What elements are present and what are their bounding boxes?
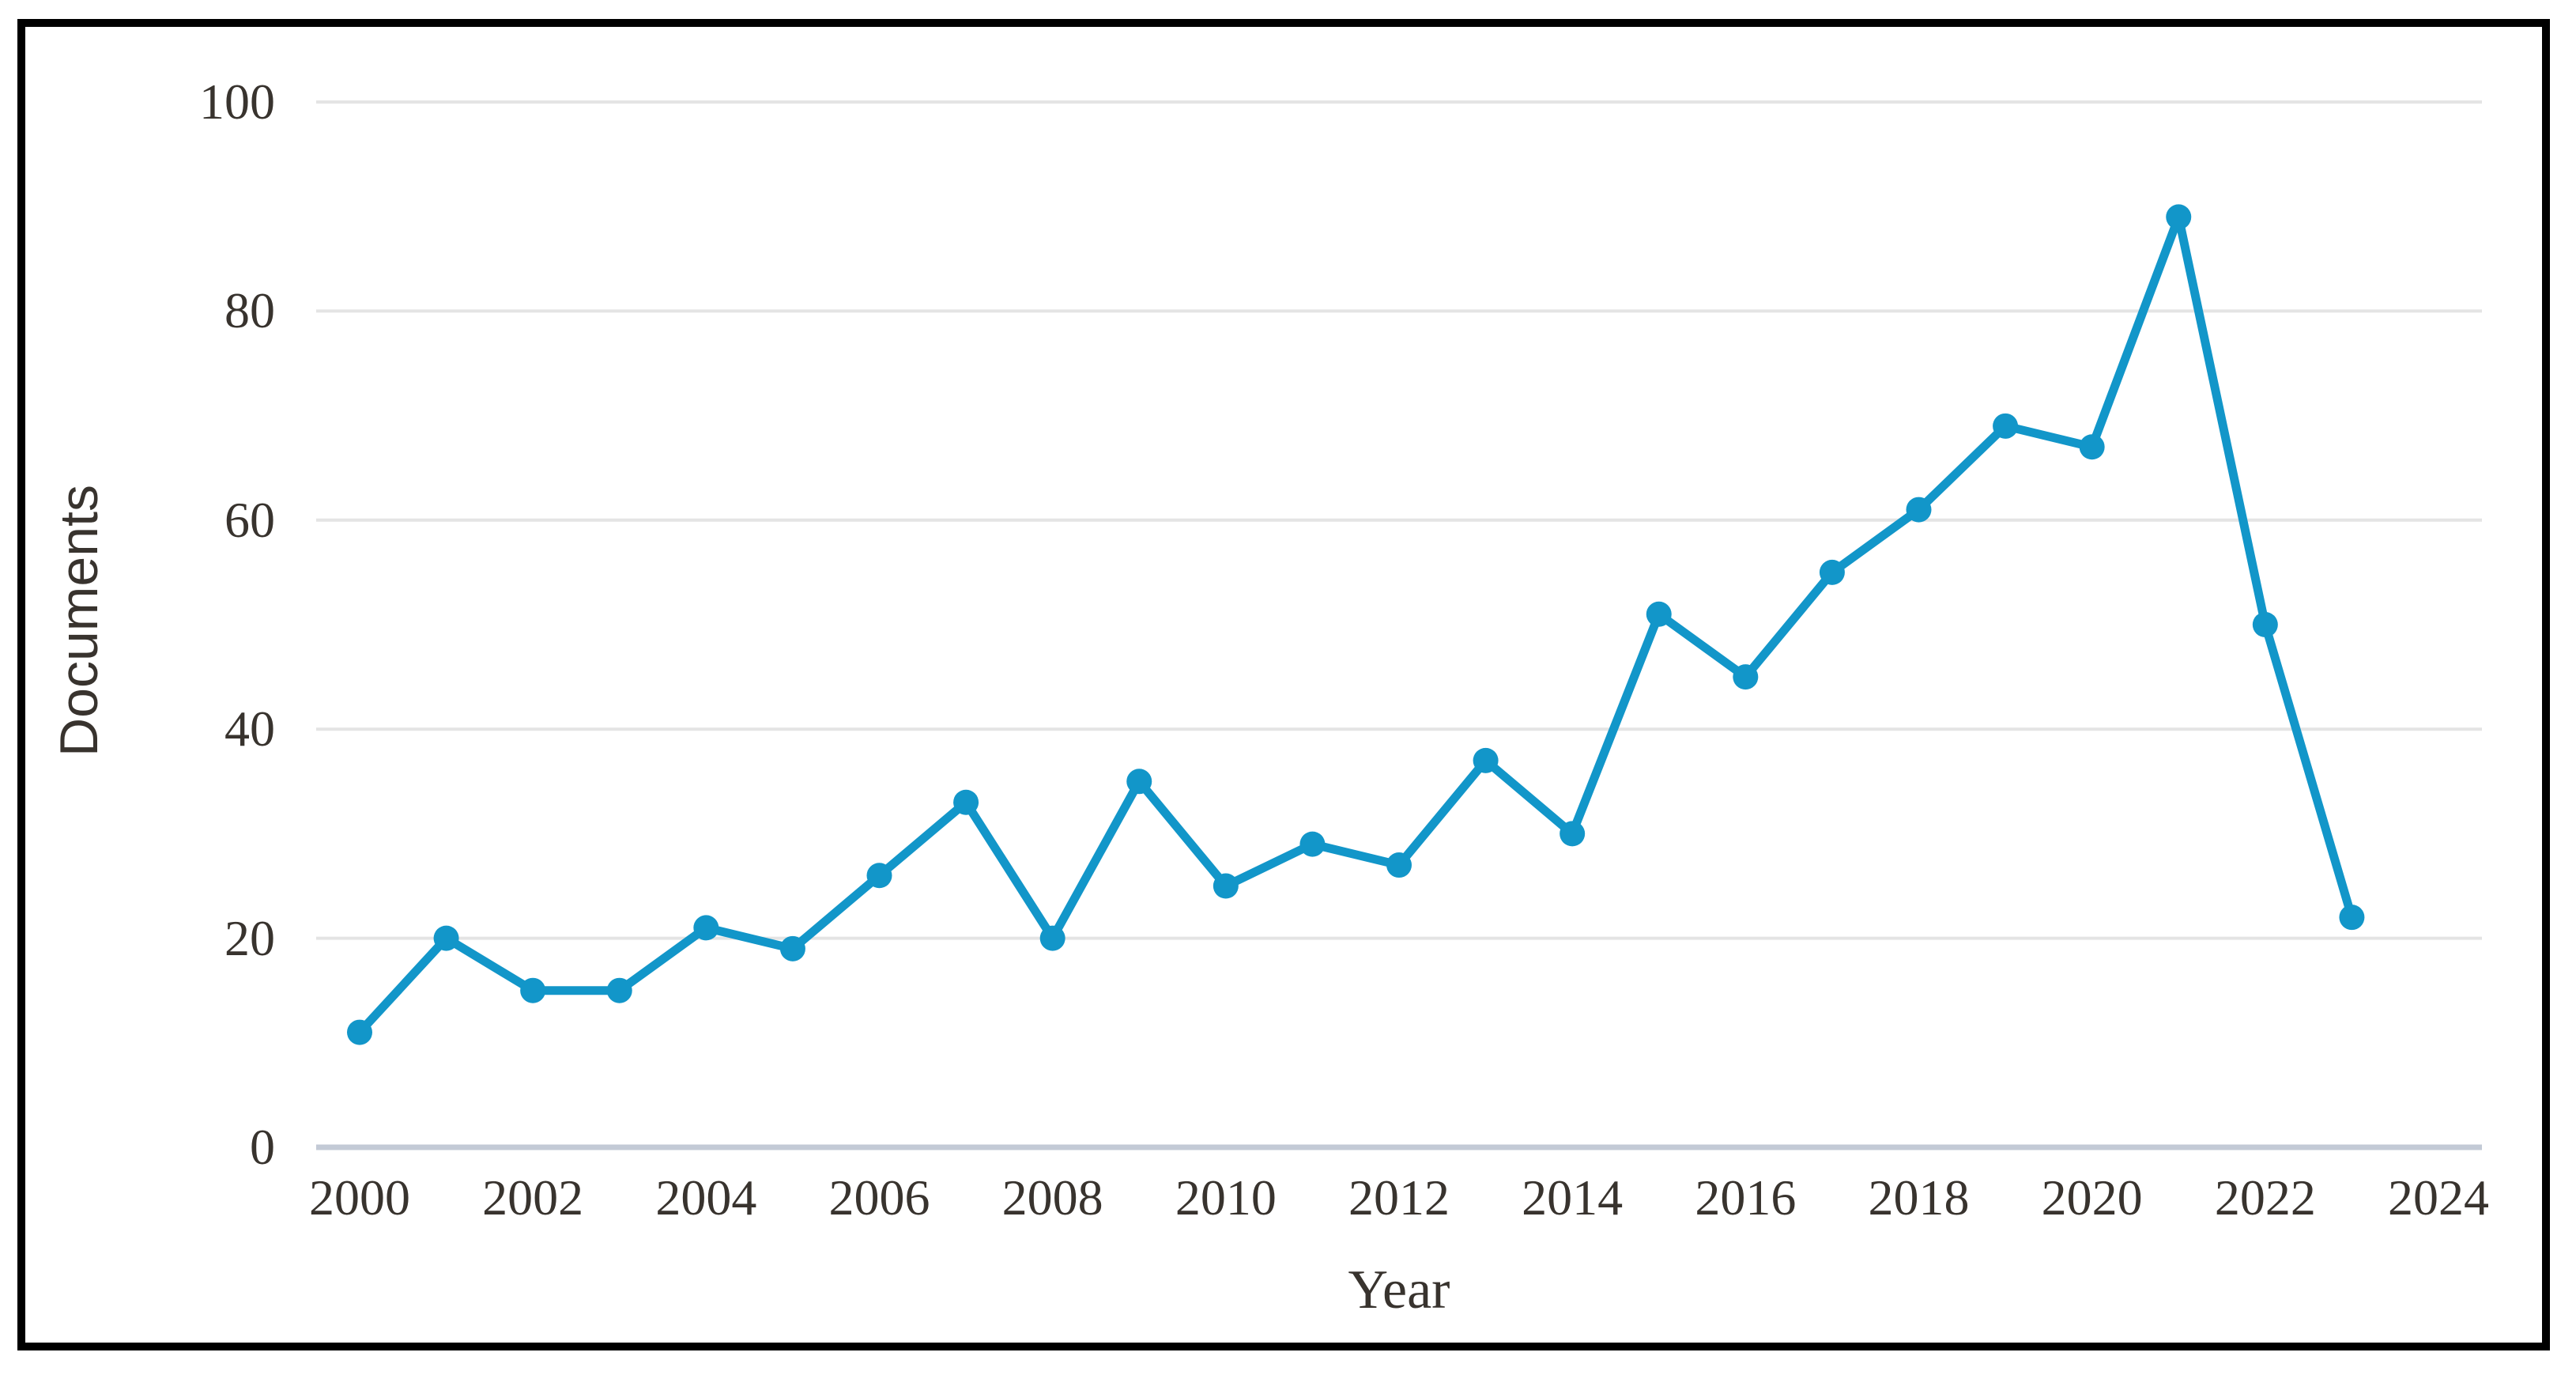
documents-trend-line — [355, 212, 2356, 1037]
y-tick-label: 20 — [224, 909, 275, 966]
data-point-marker — [1039, 925, 1065, 951]
data-point-marker — [1473, 747, 1499, 773]
y-tick-label: 0 — [250, 1119, 275, 1175]
x-tick-label: 2022 — [2214, 1169, 2316, 1226]
data-point-marker — [1560, 821, 1586, 847]
y-axis-title: Documents — [49, 485, 109, 757]
data-point-marker — [1906, 497, 1932, 523]
data-point-marker — [1126, 769, 1152, 795]
gridlines — [316, 100, 2482, 1150]
data-point-marker — [2166, 204, 2192, 230]
y-tick-label: 80 — [224, 282, 275, 339]
data-point-marker — [606, 977, 632, 1003]
x-tick-label: 2018 — [1868, 1169, 1970, 1226]
data-point-marker — [1646, 601, 1672, 627]
data-point-marker — [2079, 434, 2105, 460]
x-tick-label: 2008 — [1001, 1169, 1103, 1226]
x-tick-label: 2010 — [1175, 1169, 1277, 1226]
data-point-marker — [779, 935, 805, 961]
y-tick-label: 40 — [224, 701, 275, 757]
data-point-marker — [347, 1019, 372, 1045]
data-point-marker — [2252, 612, 2278, 637]
data-point-marker — [520, 977, 546, 1003]
data-point-marker — [1386, 852, 1412, 878]
y-tick-label: 60 — [224, 491, 275, 548]
x-tick-label: 2014 — [1522, 1169, 1624, 1226]
data-point-marker — [953, 789, 979, 815]
chart-frame-border — [17, 19, 2550, 1350]
data-point-marker — [1299, 831, 1326, 857]
data-point-marker — [1993, 413, 2019, 439]
x-tick-label: 2012 — [1348, 1169, 1450, 1226]
data-point-marker — [693, 915, 719, 941]
data-point-marker — [866, 863, 892, 889]
y-tick-label: 100 — [199, 74, 275, 130]
documents-line-series — [347, 204, 2365, 1045]
x-tick-label: 2002 — [482, 1169, 584, 1226]
data-point-marker — [433, 925, 459, 951]
data-point-marker — [1213, 873, 1239, 899]
x-tick-label: 2004 — [655, 1169, 757, 1226]
data-point-marker — [1819, 559, 1845, 585]
x-axis-title: Year — [1348, 1260, 1450, 1320]
data-point-marker — [1733, 664, 1759, 690]
x-tick-label: 2000 — [309, 1169, 410, 1226]
x-tick-label: 2024 — [2388, 1169, 2489, 1226]
data-point-marker — [2339, 905, 2365, 931]
x-tick-label: 2020 — [2041, 1169, 2143, 1226]
x-tick-label: 2016 — [1695, 1169, 1797, 1226]
x-tick-label: 2006 — [828, 1169, 930, 1226]
